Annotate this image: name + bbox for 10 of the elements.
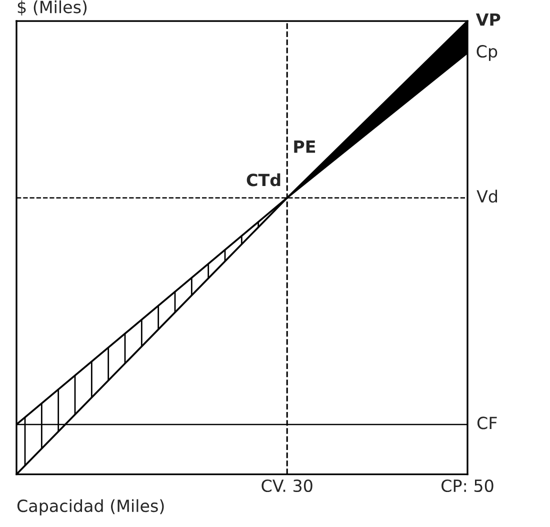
- x-tick-label: CV. 30: [262, 479, 312, 492]
- annotation: CTd: [246, 173, 280, 186]
- text: VP: [476, 14, 500, 26]
- ref-line-label: CF: [477, 416, 497, 430]
- ref-line-label: Vd: [476, 190, 497, 203]
- text: Cp: [476, 45, 498, 61]
- y-axis-title: $ (Miles): [18, 0, 87, 16]
- annotation: PE: [294, 140, 316, 153]
- x-tick-label: CP: 50: [442, 479, 494, 492]
- x-axis-title: Capacidad (Miles): [17, 499, 164, 516]
